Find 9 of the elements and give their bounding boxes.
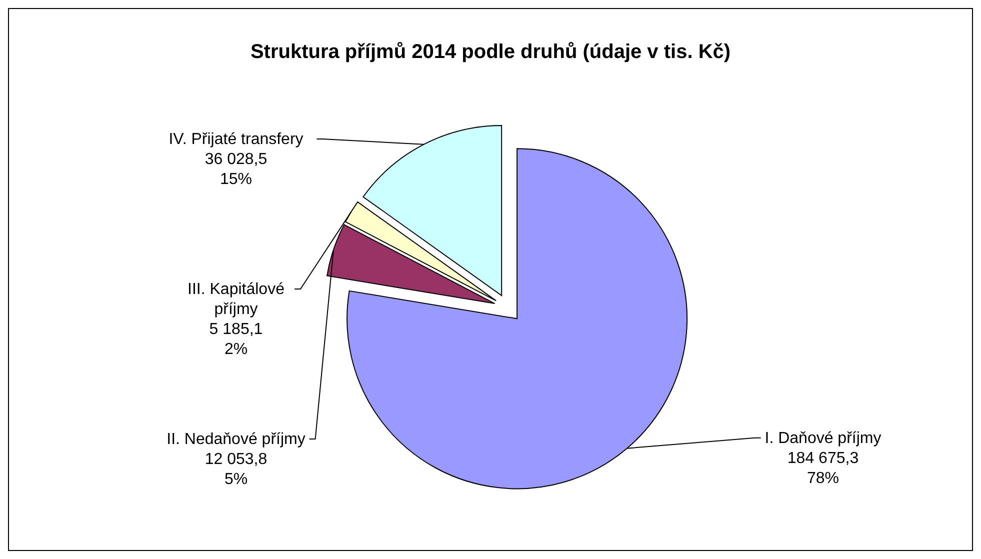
data-label: 5 185,1 2%	[209, 321, 263, 358]
slice-label: III. Kapitálové příjmy	[188, 281, 285, 318]
data-label: 36 028,5 15%	[204, 151, 268, 188]
slice-label: II. Nedaňové příjmy	[166, 431, 306, 448]
slice-label: IV. Přijaté transfery	[168, 131, 304, 148]
data-label: 184 675,3 78%	[787, 450, 859, 487]
slice-label: I. Daňové příjmy	[764, 430, 882, 447]
chart-title: Struktura příjmů 2014 podle druhů (údaje v tis. Kč)	[250, 41, 731, 63]
data-label: 12 053,8 5%	[204, 451, 268, 488]
